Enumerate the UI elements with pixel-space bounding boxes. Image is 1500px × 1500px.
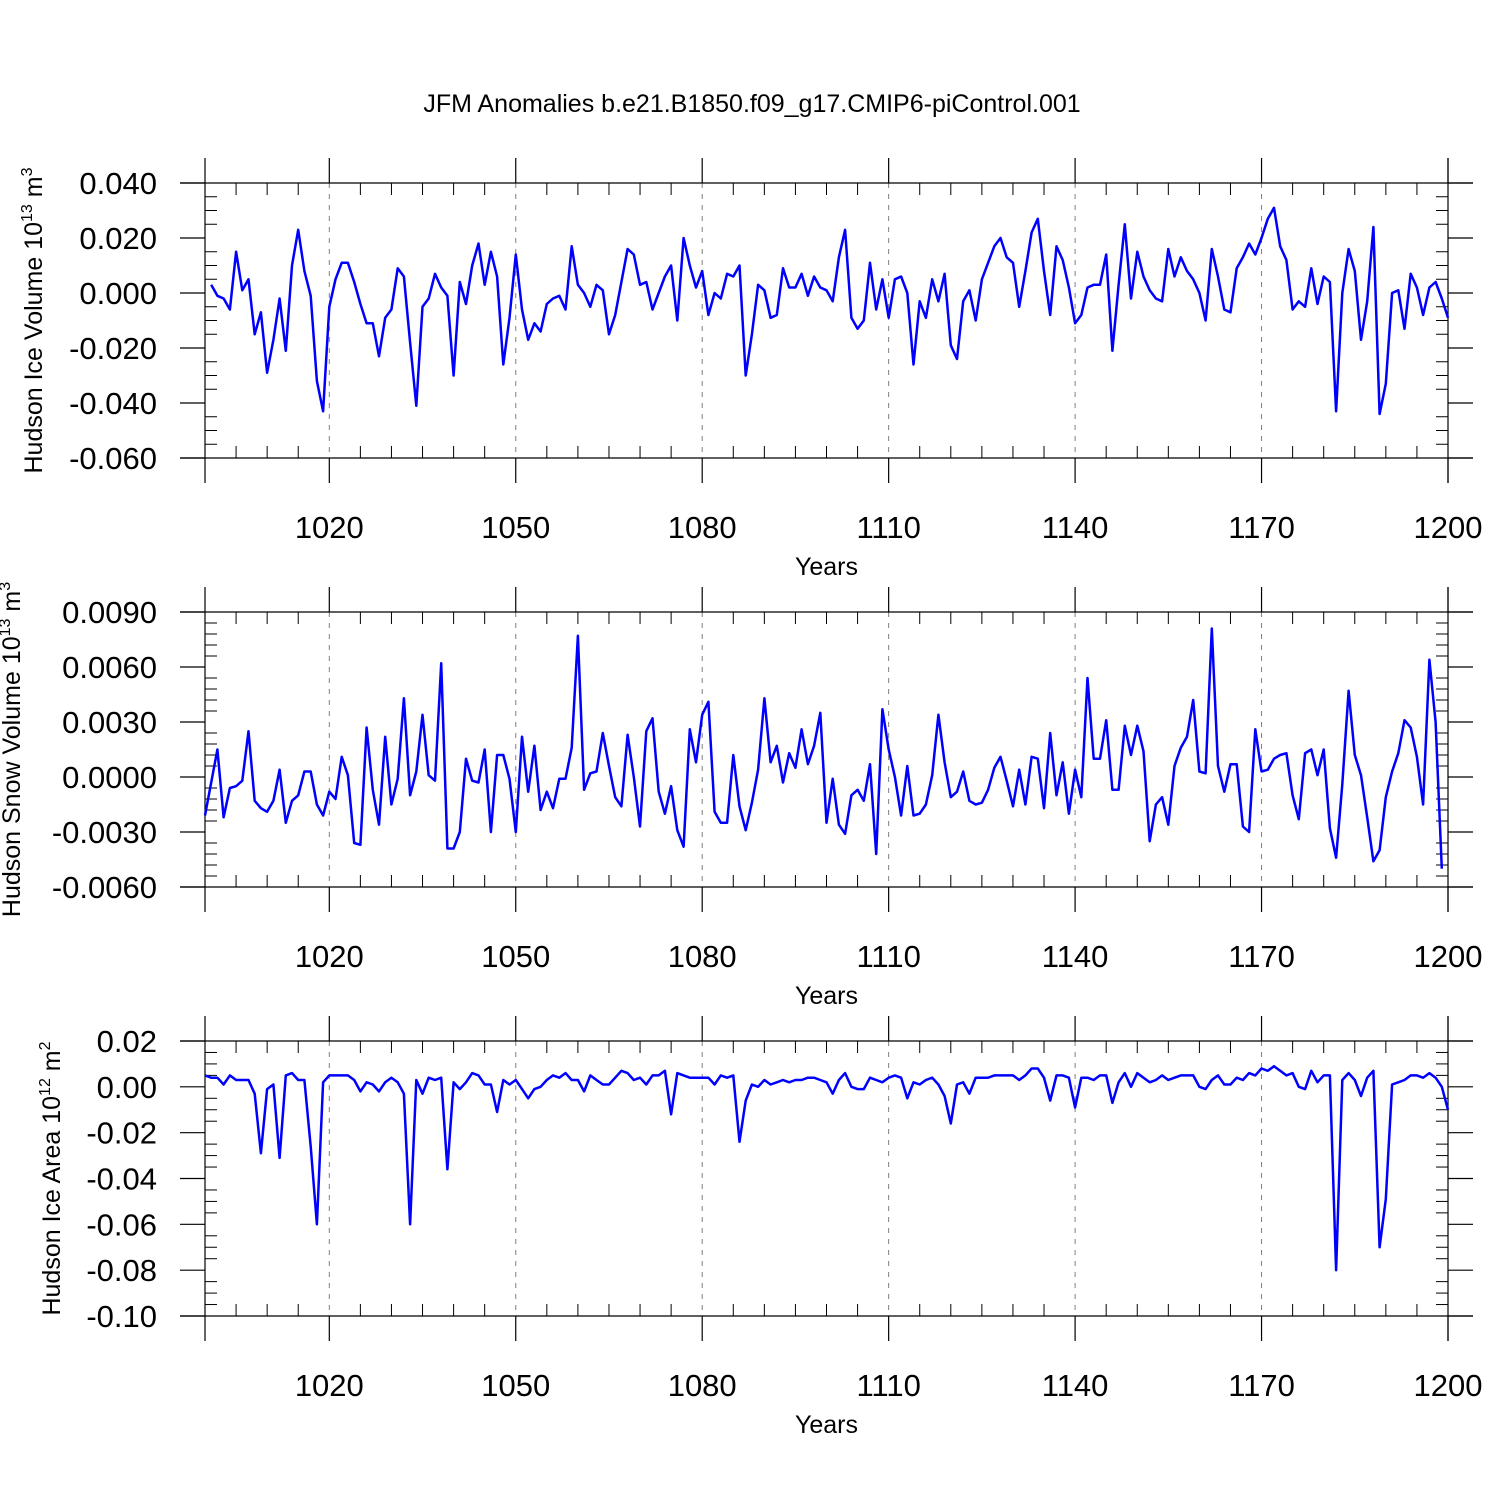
y-tick-label: -0.0030 — [52, 815, 157, 850]
y-axis-label-exponent: 12 — [37, 1078, 54, 1096]
y-tick-label: 0.00 — [97, 1070, 157, 1105]
series-line — [203, 627, 1444, 869]
panel-ice-area: 1020 1050 1080 1110 1140 1170 1200 -0.10 -0.08 -0… — [37, 1016, 1482, 1439]
y-tick-label: -0.040 — [69, 386, 157, 421]
x-tick-label: 1110 — [856, 1368, 920, 1403]
y-tick-label: 0.020 — [79, 221, 157, 256]
y-tick-label: 0.040 — [79, 166, 157, 201]
x-tick-label: 1170 — [1228, 939, 1295, 974]
x-tick-label: 1020 — [295, 510, 364, 545]
x-tick-label: 1170 — [1228, 510, 1295, 545]
x-axis-label: Years — [795, 553, 858, 581]
x-tick-label: 1200 — [1414, 510, 1483, 545]
y-tick-label: -0.060 — [69, 441, 157, 476]
x-tick-label: 1050 — [481, 1368, 550, 1403]
y-tick-label: -0.06 — [86, 1207, 157, 1242]
panel-ice-volume: 1020 1050 1080 1110 1140 1170 1200 -0.060 -0.040… — [19, 158, 1482, 581]
y-tick-label: -0.02 — [86, 1116, 157, 1151]
x-tick-label: 1050 — [481, 510, 550, 545]
y-tick-label: -0.04 — [86, 1162, 157, 1197]
y-tick-label: -0.10 — [86, 1299, 157, 1334]
x-tick-label: 1080 — [668, 939, 737, 974]
y-axis-label-unit-exponent: 3 — [0, 582, 14, 591]
x-tick-label: 1110 — [856, 939, 920, 974]
y-axis-label: Hudson Ice Volume 1013 m3 — [19, 167, 48, 473]
x-tick-label: 1080 — [668, 510, 737, 545]
x-tick-label: 1080 — [668, 1368, 737, 1403]
y-axis-label-text: Hudson Ice Volume 10 — [20, 222, 48, 474]
y-tick-label: 0.0030 — [62, 705, 157, 740]
x-tick-label: 1200 — [1414, 1368, 1483, 1403]
y-axis-label-unit: m — [38, 1050, 66, 1078]
y-tick-label: -0.0060 — [52, 870, 157, 905]
x-tick-label: 1020 — [295, 939, 364, 974]
x-axis-label: Years — [795, 982, 858, 1010]
y-tick-label: 0.000 — [79, 276, 157, 311]
y-axis-label-unit: m — [20, 176, 48, 204]
y-tick-label: 0.0060 — [62, 650, 157, 685]
y-axis-label: Hudson Snow Volume 1013 m3 — [0, 582, 26, 917]
x-tick-label: 1200 — [1414, 939, 1483, 974]
y-axis-label-text: Hudson Ice Area 10 — [38, 1096, 66, 1316]
figure-title: JFM Anomalies b.e21.B1850.f09_g17.CMIP6-… — [423, 90, 1080, 118]
x-tick-label: 1170 — [1228, 1368, 1295, 1403]
y-tick-label: 0.0090 — [62, 595, 157, 630]
y-tick-label: -0.020 — [69, 331, 157, 366]
x-tick-label: 1140 — [1042, 1368, 1109, 1403]
series-line — [204, 1064, 1450, 1272]
x-tick-label: 1140 — [1042, 510, 1109, 545]
y-axis-label-exponent: 13 — [0, 618, 14, 636]
x-tick-label: 1110 — [856, 510, 920, 545]
y-axis-label: Hudson Ice Area 1012 m2 — [37, 1041, 66, 1315]
x-tick-label: 1020 — [295, 1368, 364, 1403]
y-tick-label: 0.02 — [97, 1024, 157, 1059]
y-tick-label: 0.0000 — [62, 760, 157, 795]
y-axis-label-unit-exponent: 3 — [19, 167, 36, 176]
x-tick-label: 1050 — [481, 939, 550, 974]
panel-snow-volume: 1020 1050 1080 1110 1140 1170 1200 -0.0060 -0.00… — [0, 582, 1482, 1010]
x-tick-label: 1140 — [1042, 939, 1109, 974]
y-axis-label-unit: m — [0, 591, 26, 619]
series-line — [210, 206, 1450, 416]
y-tick-label: -0.08 — [86, 1253, 157, 1288]
y-axis-label-unit-exponent: 2 — [37, 1041, 54, 1050]
y-axis-label-text: Hudson Snow Volume 10 — [0, 636, 26, 917]
x-axis-label: Years — [795, 1411, 858, 1439]
y-axis-label-exponent: 13 — [19, 204, 36, 222]
